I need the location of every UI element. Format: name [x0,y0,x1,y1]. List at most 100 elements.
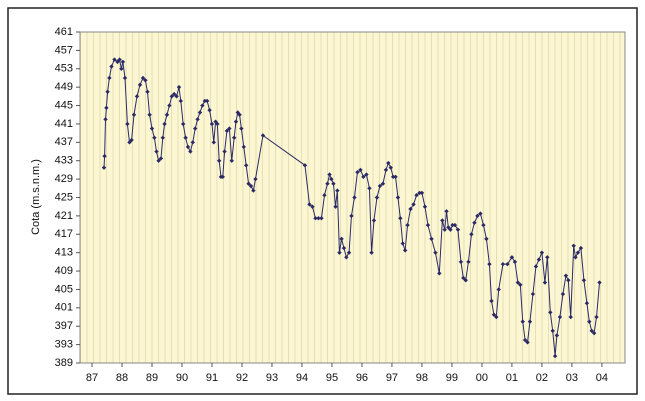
data-point [530,291,536,297]
y-axis-label: Cota (m.s.n.m.) [30,159,42,235]
data-point [475,213,480,219]
data-point [104,105,109,111]
data-point [481,222,486,228]
data-point [260,133,266,138]
data-point [552,353,558,359]
data-point [461,275,466,281]
data-point [364,172,369,177]
y-tick-label: 393 [55,339,73,351]
data-point [584,301,590,306]
data-point [149,126,155,131]
data-point [402,248,408,253]
data-point [211,140,216,145]
data-point [429,236,434,242]
y-tick-label: 461 [55,26,73,38]
data-point [393,174,398,180]
data-point [433,250,438,255]
data-point [587,319,592,324]
x-tick-label: 00 [476,372,488,384]
data-point [131,112,137,117]
data-point [147,112,152,117]
y-tick-label: 397 [55,320,73,332]
x-tick-label: 98 [416,372,428,384]
x-tick-label: 01 [506,372,518,384]
data-point [390,174,396,180]
data-point [539,250,545,255]
data-point [331,181,336,186]
data-point [188,149,193,154]
y-tick-label: 405 [55,283,73,295]
data-point [463,278,468,283]
data-point [101,165,107,170]
x-tick-label: 93 [266,372,278,384]
data-point [380,181,386,186]
data-point [243,163,249,168]
data-point [164,112,170,117]
data-point [450,222,455,228]
data-point [361,174,366,180]
data-point [505,261,510,267]
data-point [140,75,146,81]
data-point [158,156,164,161]
data-point [197,110,203,115]
data-point [152,135,157,140]
data-point [422,204,428,209]
y-tick-label: 401 [55,302,73,314]
data-point [169,94,174,99]
data-point [117,57,122,62]
data-point [178,98,183,104]
y-tick-label: 449 [55,81,73,93]
data-point [527,319,533,324]
data-point [478,211,483,216]
data-point [374,195,380,200]
data-point [107,75,112,81]
data-point [525,340,530,345]
data-point [192,126,198,131]
data-point [440,218,445,223]
data-point [444,209,449,214]
data-point [411,202,416,207]
data-point [137,82,143,88]
data-point [395,195,401,200]
data-point [408,206,413,212]
data-point [344,255,349,260]
data-point [352,195,357,200]
data-point [154,149,159,154]
data-point [346,250,352,255]
data-point [174,94,179,99]
data-point [183,135,188,140]
data-point [227,126,232,131]
data-point [204,98,210,104]
data-point [316,215,321,221]
data-point [578,245,584,251]
data-point [349,213,354,219]
data-point [222,149,227,154]
data-point [509,255,515,260]
data-point [442,227,447,232]
data-point [337,250,342,255]
x-tick-label: 99 [446,372,458,384]
y-tick-label: 437 [55,136,73,148]
data-point [162,121,167,127]
data-point [122,75,128,81]
data-point [594,314,599,320]
data-point [167,103,172,108]
data-point [200,103,205,108]
data-point [512,259,518,265]
data-point [251,188,256,193]
data-point [120,59,126,65]
data-point [313,215,318,221]
data-point [145,89,150,94]
data-point [190,140,195,145]
data-point [333,204,338,209]
data-point [494,314,499,320]
data-point [377,183,383,189]
data-point [202,98,207,104]
data-point [156,158,161,163]
data-point [367,186,372,191]
data-point [581,278,587,283]
data-point [115,59,120,65]
data-point [239,126,244,131]
data-point [341,245,347,251]
data-point [215,121,220,127]
